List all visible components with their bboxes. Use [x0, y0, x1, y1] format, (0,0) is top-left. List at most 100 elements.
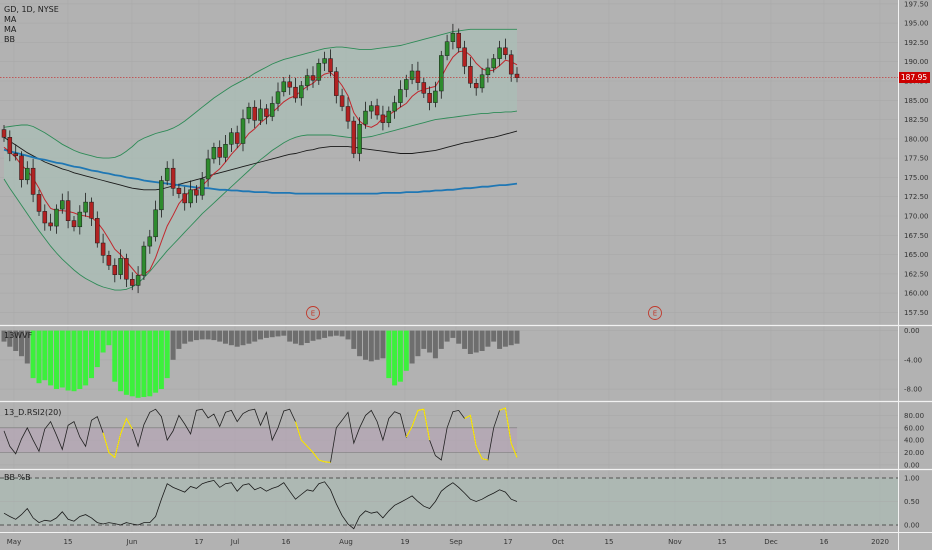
wvf-bar[interactable]: [345, 330, 351, 340]
wvf-bar[interactable]: [333, 330, 339, 336]
candle-body[interactable]: [392, 102, 397, 112]
wvf-bar[interactable]: [24, 330, 30, 364]
candle-body[interactable]: [130, 279, 135, 286]
wvf-bar[interactable]: [170, 330, 176, 360]
wvf-bar[interactable]: [497, 330, 503, 349]
candle-body[interactable]: [42, 211, 48, 224]
wvf-bar[interactable]: [89, 330, 94, 379]
candle-body[interactable]: [77, 211, 83, 228]
rsi-line[interactable]: [3, 407, 518, 463]
candle-body[interactable]: [491, 58, 496, 69]
candle-body[interactable]: [106, 255, 112, 266]
wvf-bar[interactable]: [380, 330, 386, 359]
wvf-bar[interactable]: [1, 330, 7, 342]
candle-body[interactable]: [404, 79, 409, 90]
candle-body[interactable]: [304, 75, 310, 86]
candle-body[interactable]: [147, 236, 153, 247]
earnings-marker[interactable]: [306, 306, 320, 320]
bollinger-basis-line[interactable]: [3, 130, 518, 191]
wvf-bar[interactable]: [228, 330, 234, 346]
wvf-bar[interactable]: [19, 330, 24, 357]
candle-body[interactable]: [369, 105, 374, 112]
wvf-bar[interactable]: [491, 330, 497, 342]
legend-ma-1[interactable]: MA: [4, 15, 17, 24]
candle-body[interactable]: [199, 178, 205, 196]
wvf-bar[interactable]: [322, 330, 328, 338]
wvf-bar[interactable]: [444, 330, 450, 342]
wvf-bar[interactable]: [112, 330, 118, 382]
candle-body[interactable]: [514, 73, 520, 78]
candle-body[interactable]: [217, 147, 222, 158]
rsi-low-segment[interactable]: [464, 414, 489, 461]
wvf-bar[interactable]: [357, 330, 363, 357]
rsi-low-segment[interactable]: [294, 421, 331, 463]
wvf-bar[interactable]: [188, 330, 194, 342]
bb-pane-label[interactable]: BB %B: [4, 473, 31, 482]
candle-body[interactable]: [234, 132, 240, 144]
candle-body[interactable]: [205, 158, 211, 180]
wvf-bar[interactable]: [147, 330, 153, 397]
candle-body[interactable]: [182, 193, 187, 204]
wvf-bar[interactable]: [351, 330, 357, 349]
wvf-bar[interactable]: [339, 330, 345, 337]
candle-body[interactable]: [508, 54, 514, 75]
wvf-bar[interactable]: [287, 330, 293, 342]
candle-body[interactable]: [1, 129, 7, 138]
candle-body[interactable]: [473, 83, 479, 89]
candle-body[interactable]: [497, 47, 502, 59]
wvf-bar[interactable]: [164, 330, 170, 379]
candle-body[interactable]: [462, 47, 467, 67]
candle-body[interactable]: [351, 120, 357, 154]
bb-percent-pane[interactable]: [0, 477, 898, 530]
wvf-bar[interactable]: [467, 330, 473, 354]
candle-body[interactable]: [135, 275, 141, 286]
wvf-bar[interactable]: [514, 330, 520, 344]
wvf-bar[interactable]: [54, 330, 59, 389]
candle-body[interactable]: [25, 167, 30, 181]
rsi-low-segment[interactable]: [499, 407, 518, 458]
wvf-bar[interactable]: [100, 330, 106, 353]
wvf-bar[interactable]: [217, 330, 223, 342]
candle-body[interactable]: [444, 41, 450, 56]
wvf-bar[interactable]: [275, 330, 281, 337]
candle-body[interactable]: [48, 222, 53, 227]
candle-body[interactable]: [456, 32, 461, 49]
wvf-bar[interactable]: [106, 330, 112, 346]
wvf-bar[interactable]: [252, 330, 258, 342]
candle-body[interactable]: [281, 81, 287, 93]
wvf-bar[interactable]: [473, 330, 479, 353]
candle-body[interactable]: [30, 167, 36, 195]
candle-body[interactable]: [310, 75, 316, 81]
wvf-bar[interactable]: [479, 330, 485, 351]
rsi-pane[interactable]: [0, 407, 518, 463]
wvf-bar[interactable]: [30, 330, 36, 379]
rsi-low-segment[interactable]: [102, 417, 133, 459]
wvf-bar[interactable]: [176, 330, 182, 349]
wvf-bar[interactable]: [129, 330, 135, 397]
wvf-bar[interactable]: [13, 330, 19, 351]
candle-body[interactable]: [363, 110, 368, 125]
candle-body[interactable]: [427, 93, 432, 103]
wvf-bar[interactable]: [65, 330, 71, 391]
wvf-bar[interactable]: [328, 330, 333, 337]
legend-bb[interactable]: BB: [4, 35, 15, 44]
wvf-pane[interactable]: [1, 330, 520, 398]
wvf-bar[interactable]: [199, 330, 205, 340]
candle-body[interactable]: [19, 155, 24, 180]
wvf-bar[interactable]: [141, 330, 147, 397]
candle-body[interactable]: [269, 103, 275, 117]
wvf-bar[interactable]: [310, 330, 316, 341]
wvf-bar[interactable]: [403, 330, 409, 371]
candle-body[interactable]: [164, 167, 170, 181]
wvf-bar[interactable]: [42, 330, 48, 381]
legend-ma-2[interactable]: MA: [4, 25, 17, 34]
wvf-bar[interactable]: [234, 330, 240, 347]
wvf-bar[interactable]: [502, 330, 508, 347]
wvf-bar[interactable]: [118, 330, 124, 392]
wvf-bar[interactable]: [304, 330, 310, 343]
wvf-bar[interactable]: [36, 330, 42, 384]
wvf-bar[interactable]: [269, 330, 275, 338]
bollinger-upper-line[interactable]: [3, 28, 517, 159]
candle-body[interactable]: [357, 123, 362, 154]
wvf-bar[interactable]: [298, 330, 304, 346]
